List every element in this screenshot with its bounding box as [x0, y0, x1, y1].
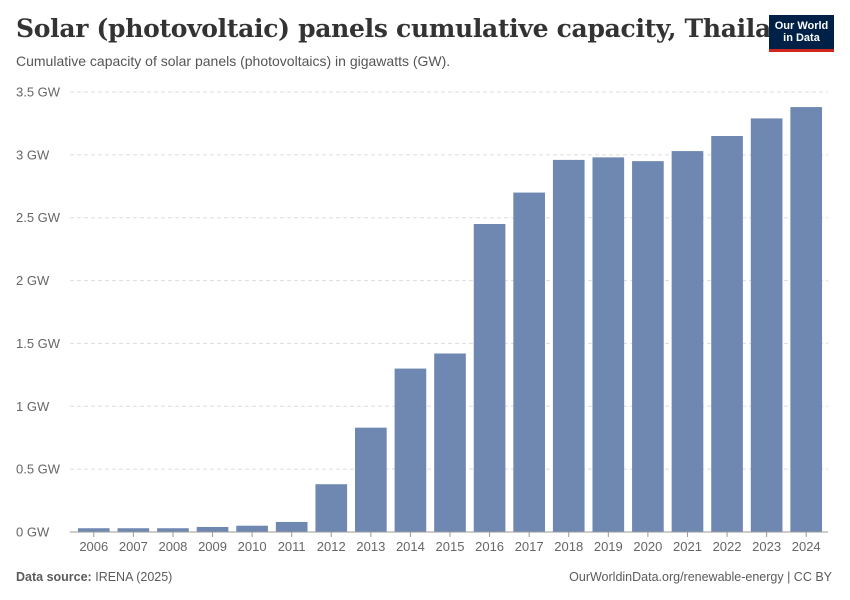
- bar-2009[interactable]: [196, 526, 229, 532]
- y-tick-label: 0.5 GW: [16, 462, 61, 477]
- bar-2020[interactable]: [632, 161, 664, 532]
- x-tick-label: 2024: [792, 539, 821, 554]
- chart-subtitle: Cumulative capacity of solar panels (pho…: [16, 53, 451, 69]
- owid-logo[interactable]: Our World in Data: [769, 15, 834, 52]
- bar-2022[interactable]: [711, 136, 743, 532]
- x-tick-label: 2016: [475, 539, 504, 554]
- bar-2015[interactable]: [434, 353, 466, 532]
- x-tick-label: 2007: [119, 539, 148, 554]
- x-tick-label: 2023: [752, 539, 781, 554]
- x-tick-label: 2010: [238, 539, 267, 554]
- axes: 0 GW 0.5 GW 1 GW 1.5 GW 2 GW 2.5 GW 3 GW 3.5 GW…: [16, 85, 828, 554]
- bar-2017[interactable]: [513, 192, 545, 533]
- bar-2024[interactable]: [790, 107, 823, 532]
- y-tick-label: 3 GW: [16, 147, 50, 162]
- x-tick-label: 2008: [158, 539, 187, 554]
- data-source: Data source: IRENA (2025): [16, 570, 172, 584]
- bar-2011[interactable]: [275, 521, 308, 532]
- bar-2007[interactable]: [117, 528, 150, 532]
- data-source-label: Data source:: [16, 570, 92, 584]
- y-tick-label: 1 GW: [16, 399, 50, 414]
- bar-2018[interactable]: [552, 159, 585, 532]
- x-tick-label: 2009: [198, 539, 227, 554]
- bar-2021[interactable]: [671, 151, 704, 533]
- y-tick-label: 2.5 GW: [16, 210, 61, 225]
- y-tick-label: 2 GW: [16, 273, 50, 288]
- bars: [77, 107, 823, 533]
- bar-2012[interactable]: [315, 484, 348, 532]
- y-tick-label: 0 GW: [16, 525, 50, 540]
- y-tick-label: 3.5 GW: [16, 85, 61, 100]
- x-tick-label: 2020: [633, 539, 662, 554]
- x-tick-label: 2022: [713, 539, 742, 554]
- logo-line-1: Our World: [774, 20, 829, 32]
- x-tick-label: 2011: [278, 539, 306, 554]
- chart-title: Solar (photovoltaic) panels cumulative c…: [16, 14, 806, 43]
- x-tick-label: 2021: [673, 539, 702, 554]
- bar-2006[interactable]: [77, 528, 110, 532]
- bar-2014[interactable]: [394, 368, 427, 532]
- bar-2023[interactable]: [750, 118, 783, 533]
- bar-2008[interactable]: [157, 528, 189, 532]
- x-tick-label: 2017: [515, 539, 544, 554]
- bar-2019[interactable]: [592, 157, 625, 532]
- x-tick-label: 2006: [79, 539, 108, 554]
- data-source-value[interactable]: IRENA (2025): [95, 570, 173, 584]
- x-tick-label: 2015: [436, 539, 465, 554]
- x-tick-label: 2019: [594, 539, 623, 554]
- y-tick-label: 1.5 GW: [16, 336, 61, 351]
- attribution-link[interactable]: OurWorldinData.org/renewable-energy | CC…: [569, 570, 832, 584]
- logo-line-2: in Data: [783, 32, 820, 44]
- x-tick-label: 2018: [554, 539, 583, 554]
- x-tick-label: 2014: [396, 539, 425, 554]
- bar-2016[interactable]: [473, 224, 506, 532]
- bar-2013[interactable]: [355, 427, 387, 532]
- x-tick-label: 2013: [356, 539, 385, 554]
- x-tick-label: 2012: [317, 539, 346, 554]
- bar-2010[interactable]: [236, 525, 268, 532]
